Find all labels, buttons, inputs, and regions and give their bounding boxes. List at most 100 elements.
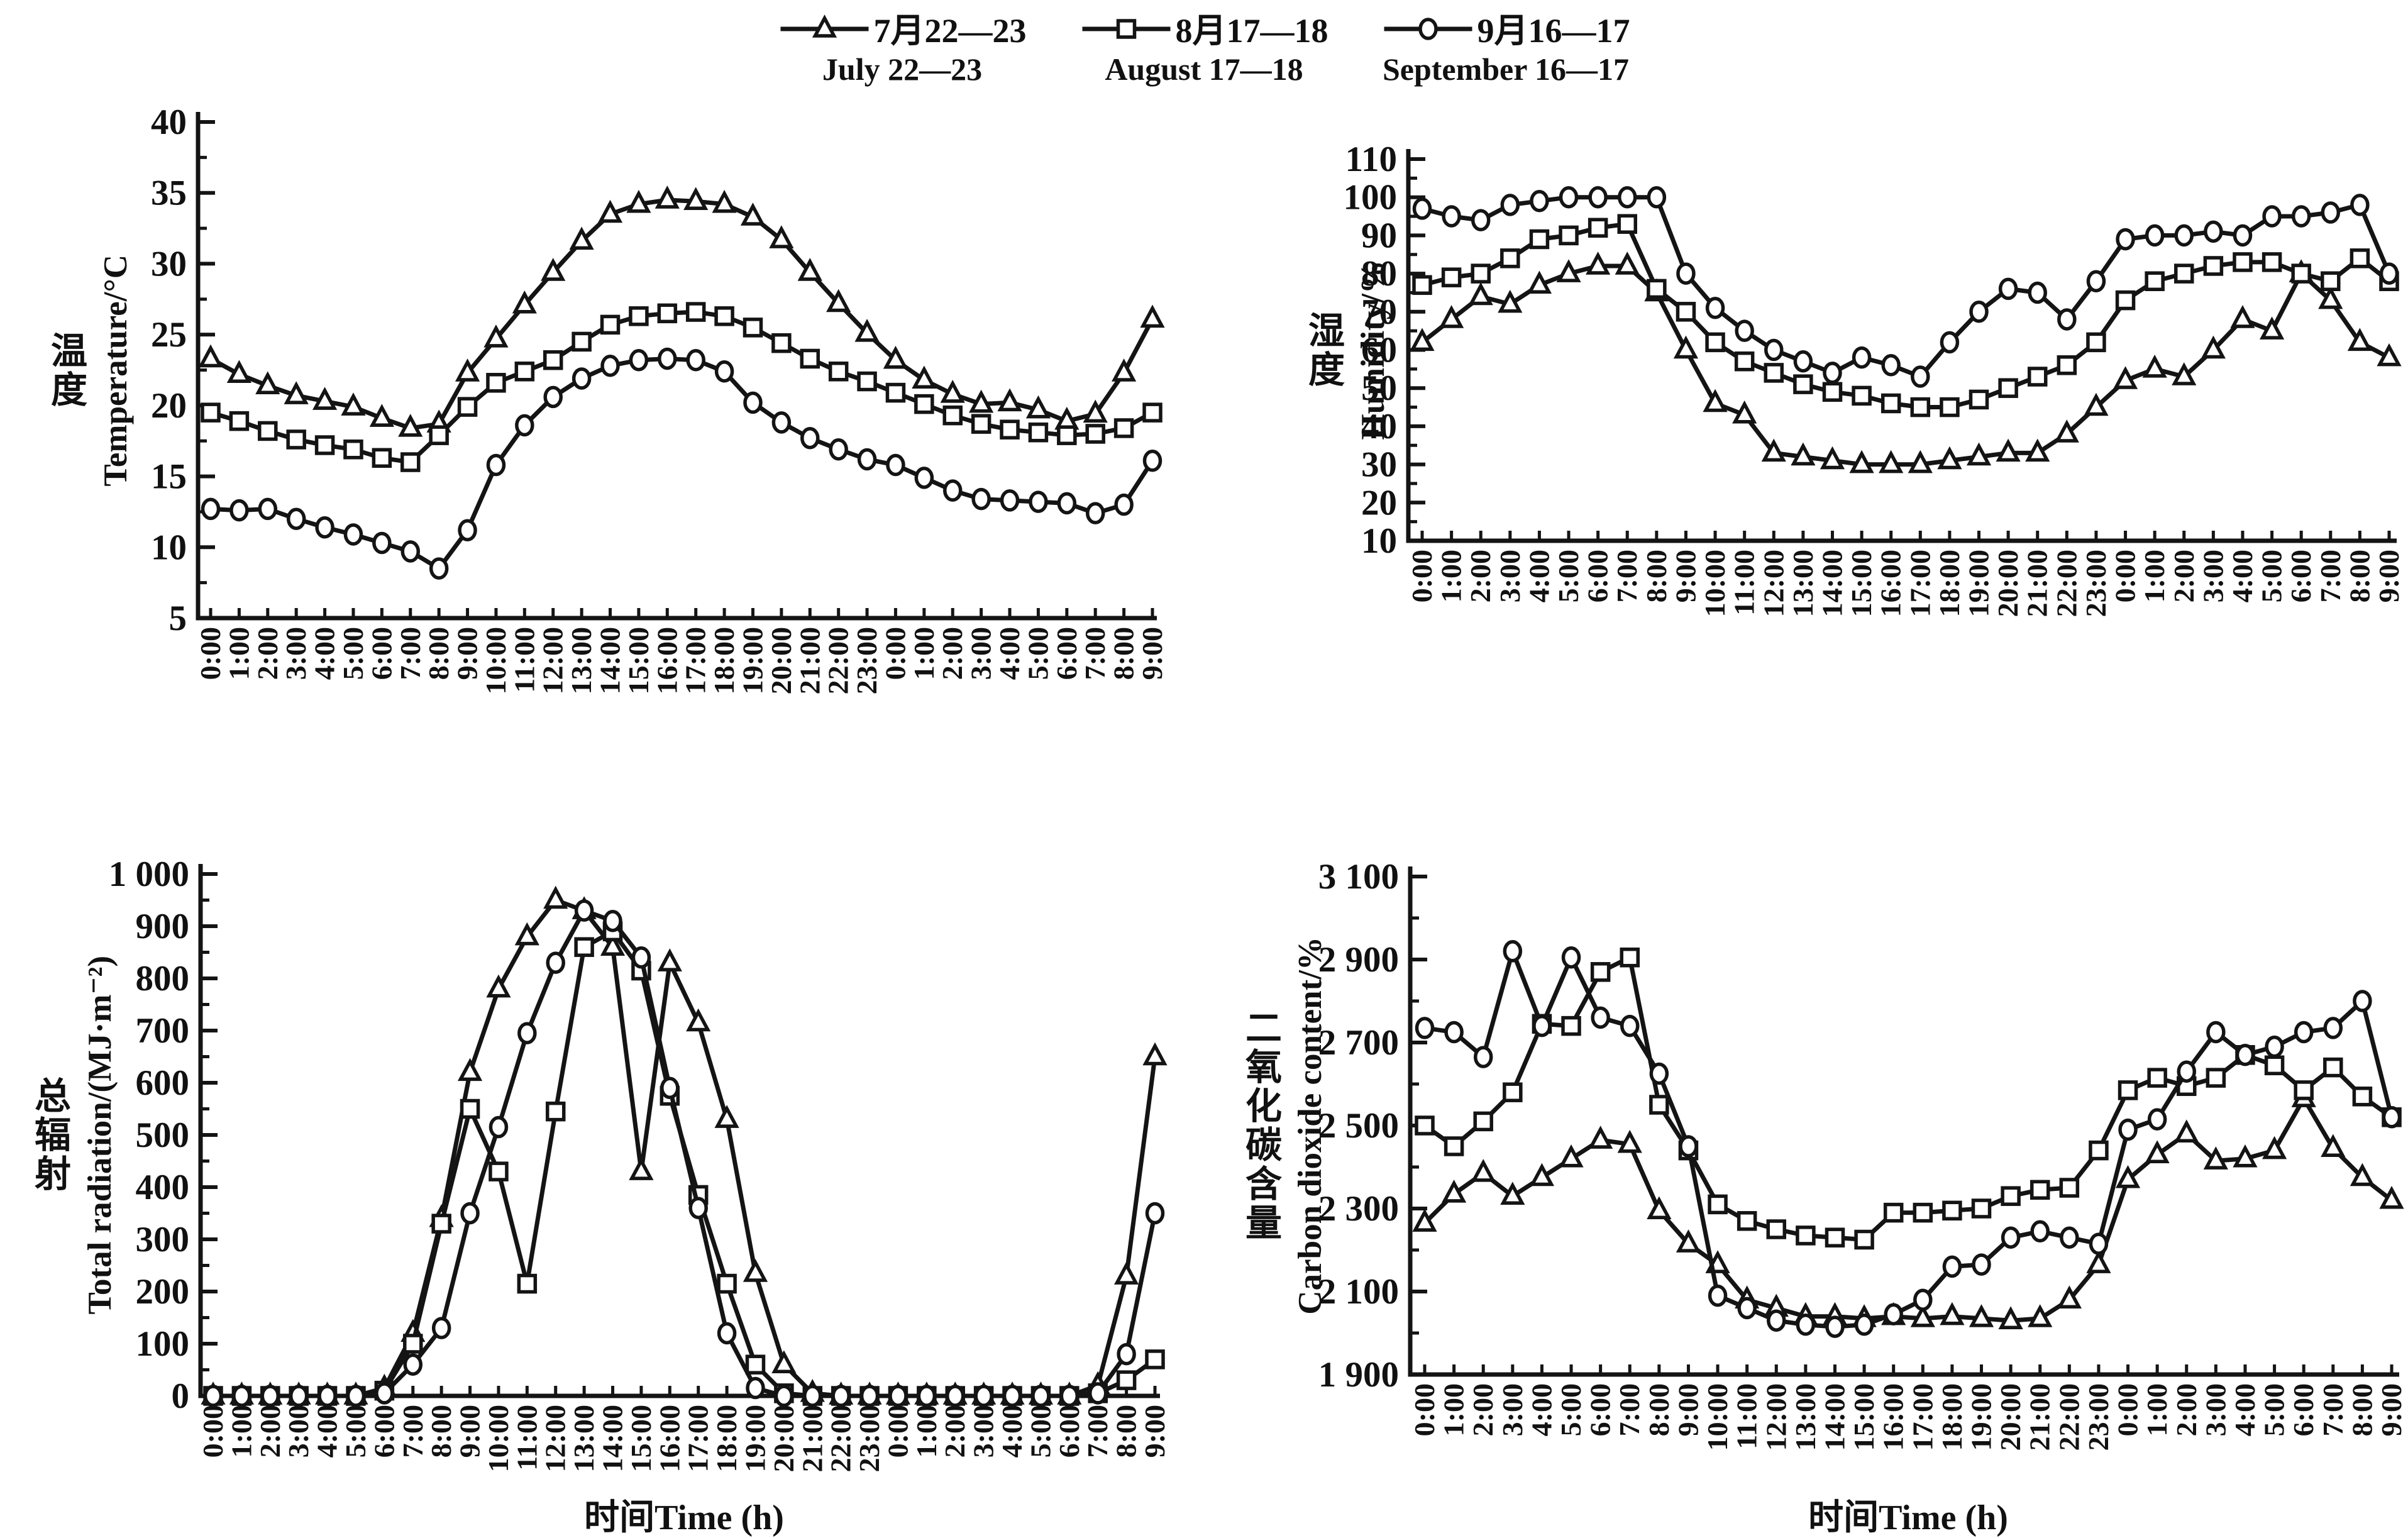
x-tick-label: 16:00 (1875, 550, 1907, 617)
x-tick-label: 0:00 (1408, 1383, 1440, 1436)
y-tick-label: 300 (136, 1220, 190, 1259)
x-tick-label: 1:00 (2141, 1383, 2173, 1436)
x-tick-label: 4:00 (311, 1405, 343, 1458)
x-tick-label: 15:00 (1845, 550, 1877, 617)
x-tick-label: 5:00 (1552, 550, 1584, 602)
y-tick-label: 35 (151, 174, 187, 213)
x-tick-label: 2:00 (939, 1405, 971, 1458)
y-tick-label: 110 (1345, 140, 1397, 179)
x-tick-label: 12:00 (1757, 550, 1789, 617)
circle-marker-icon (1384, 17, 1472, 40)
x-tick-label: 3:00 (282, 1405, 314, 1458)
y-axis-title-radiation-en: Total radiation/(MJ·m⁻²) (82, 955, 118, 1315)
x-tick-label: 3:00 (1494, 550, 1526, 602)
x-tick-label: 7:00 (2314, 550, 2346, 602)
x-tick-label: 8:00 (1110, 1405, 1142, 1458)
x-tick-label: 12:00 (539, 1405, 572, 1472)
x-tick-label: 18:00 (710, 1405, 743, 1472)
x-tick-label: 17:00 (1906, 1383, 1938, 1451)
y-tick-label: 0 (172, 1376, 190, 1416)
y-axis-title-humidity: 湿度 Humidity/% (1296, 159, 1392, 541)
series-triangle (198, 185, 1165, 437)
x-tick-label: 1:00 (1438, 1383, 1470, 1436)
x-tick-label: 11:00 (511, 1405, 543, 1471)
x-tick-label: 1:00 (1435, 550, 1467, 602)
y-tick-label: 20 (151, 386, 187, 426)
x-tick-label: 9:00 (2375, 1383, 2407, 1436)
x-tick-label: 7:00 (1613, 1383, 1645, 1436)
x-tick-label: 22:00 (2053, 1383, 2085, 1451)
x-tick-label: 6:00 (1051, 627, 1083, 680)
x-tick-label: 8:00 (1643, 1383, 1675, 1436)
x-tick-label: 2:00 (254, 1405, 286, 1458)
x-tick-label: 6:00 (1584, 1383, 1616, 1436)
x-tick-label: 7:00 (397, 1405, 429, 1458)
x-tick-label: 3:00 (2199, 1383, 2231, 1436)
y-tick-label: 90 (1361, 216, 1397, 255)
x-tick-label: 0:00 (881, 1405, 914, 1458)
y-tick-label: 25 (151, 315, 187, 355)
x-tick-label: 23:00 (2082, 1383, 2114, 1451)
x-tick-label: 5:00 (1022, 627, 1054, 680)
x-tick-label: 21:00 (2021, 550, 2053, 617)
series-triangle (1412, 1084, 2404, 1329)
x-tick-label: 4:00 (2229, 1383, 2261, 1436)
x-tick-label: 20:00 (1992, 550, 2024, 617)
series-square (1412, 214, 2399, 418)
x-tick-label: 10:00 (480, 627, 512, 694)
x-tick-label: 22:00 (825, 1405, 857, 1472)
x-tick-label: 23:00 (2080, 550, 2112, 617)
x-tick-label: 6:00 (365, 627, 397, 680)
x-tick-label: 1:00 (910, 1405, 942, 1458)
x-tick-label: 2:00 (1467, 1383, 1499, 1436)
series-circle (203, 899, 1165, 1407)
y-tick-label: 10 (1361, 521, 1397, 561)
x-tick-label: 9:00 (1136, 627, 1168, 680)
y-axis-title-temperature-cn: 温度 (45, 331, 86, 409)
x-tick-label: 11:00 (1731, 1383, 1763, 1449)
x-tick-label: 7:00 (394, 627, 426, 680)
y-axis-title-radiation: 总辐射 Total radiation/(MJ·m⁻²) (23, 874, 119, 1396)
x-tick-label: 3:00 (2197, 550, 2229, 602)
x-tick-label: 15:00 (1848, 1383, 1880, 1451)
x-tick-label: 19:00 (1963, 550, 1995, 617)
x-tick-label: 19:00 (1965, 1383, 1997, 1451)
x-tick-label: 12:00 (537, 627, 569, 694)
x-tick-label: 6:00 (368, 1405, 400, 1458)
x-tick-label: 19:00 (739, 1405, 771, 1472)
x-tick-label: 15:00 (625, 1405, 657, 1472)
square-marker-icon (1082, 18, 1171, 39)
y-axis-title-humidity-cn: 湿度 (1303, 311, 1344, 389)
y-tick-label: 600 (136, 1063, 190, 1103)
x-tick-label: 20:00 (1994, 1383, 2026, 1451)
x-tick-label: 18:00 (1933, 550, 1965, 617)
x-tick-label: 6:00 (1053, 1405, 1085, 1458)
y-tick-label: 30 (151, 244, 187, 284)
series-circle (1412, 185, 2399, 388)
x-tick-label: 7:00 (1611, 550, 1643, 602)
y-axis-title-co2-en: Carbon dioxide content/% (1292, 936, 1328, 1315)
x-tick-label: 16:00 (651, 627, 683, 694)
x-tick-label: 5:00 (2256, 550, 2288, 602)
y-tick-label: 15 (151, 457, 187, 497)
x-tick-label: 5:00 (1555, 1383, 1587, 1436)
x-tick-label: 22:00 (822, 627, 854, 694)
y-axis-title-radiation-cn: 总辐射 (29, 1076, 70, 1193)
x-tick-label: 4:00 (309, 627, 341, 680)
y-tick-label: 60 (1361, 331, 1397, 370)
x-tick-label: 6:00 (1582, 550, 1614, 602)
x-tick-label: 8:00 (425, 1405, 457, 1458)
legend-item-august: 8月17—18 August 17—18 (1080, 3, 1328, 87)
x-tick-label: 3:00 (1496, 1383, 1528, 1436)
x-tick-label: 23:00 (853, 1405, 885, 1472)
x-tick-label: 1:00 (225, 1405, 257, 1458)
x-tick-label: 12:00 (1760, 1383, 1792, 1451)
legend-label-en: July 22—23 (822, 52, 983, 87)
x-tick-label: 4:00 (993, 627, 1025, 680)
x-tick-label: 9:00 (451, 627, 483, 680)
x-tick-label: 3:00 (280, 627, 312, 680)
x-tick-label: 0:00 (197, 1405, 229, 1458)
legend-item-july: 7月22—23 July 22—23 (778, 3, 1027, 87)
x-tick-label: 8:00 (2343, 550, 2375, 602)
y-tick-label: 400 (136, 1168, 190, 1207)
